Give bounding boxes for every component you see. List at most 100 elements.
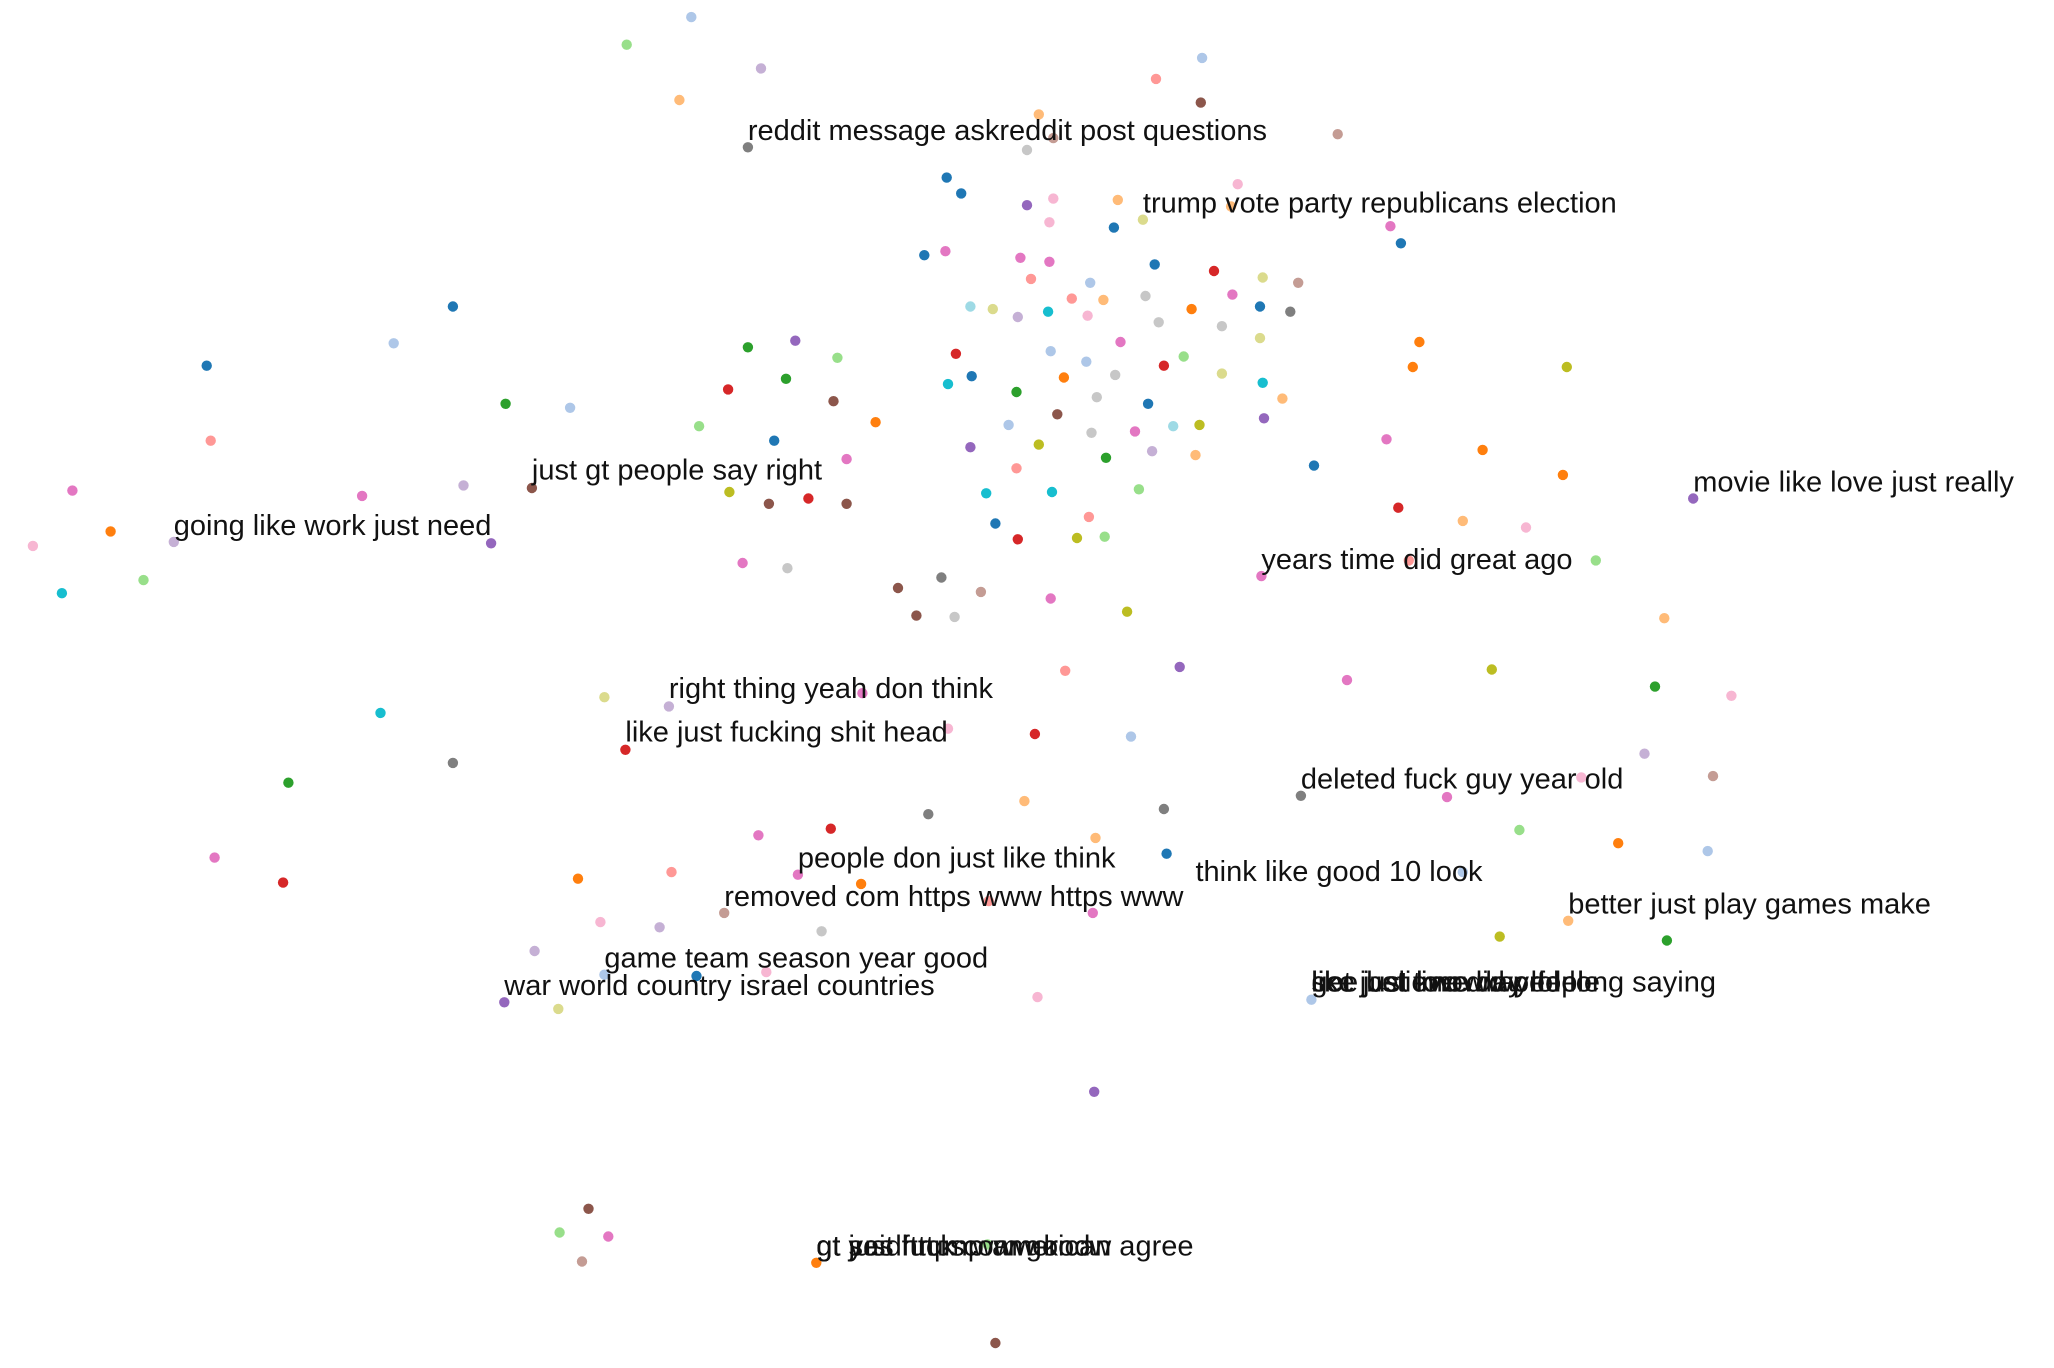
data-point (1277, 393, 1288, 404)
data-point (792, 869, 804, 880)
cluster-label: gt yes fuck com good (816, 1231, 1090, 1263)
data-point (966, 371, 977, 382)
data-point (1046, 486, 1058, 498)
data-point (388, 338, 399, 349)
data-point (919, 250, 930, 261)
data-point (1086, 427, 1097, 438)
data-point (1208, 265, 1220, 277)
data-point (803, 493, 814, 504)
data-point (1227, 289, 1238, 300)
data-point (1149, 259, 1160, 270)
data-point (686, 11, 697, 23)
data-point (1133, 484, 1145, 495)
data-point (1082, 310, 1093, 321)
data-point (674, 94, 685, 106)
data-point (1174, 661, 1185, 673)
data-point (1012, 311, 1023, 323)
cluster-label: like just know world long saying (1311, 966, 1716, 998)
data-point (1098, 294, 1109, 306)
data-point (1477, 444, 1488, 456)
cluster-label: deleted fuck guy year old (1301, 764, 1623, 796)
data-point (1639, 748, 1650, 759)
data-point (942, 723, 954, 734)
data-point (1457, 866, 1469, 878)
cluster-label: war world country israel countries (503, 970, 934, 1002)
data-point (138, 574, 149, 586)
data-point (209, 852, 220, 863)
data-point (1029, 728, 1041, 740)
data-point (1254, 332, 1266, 344)
data-point (1045, 593, 1056, 604)
data-point (500, 398, 511, 409)
data-point (168, 536, 179, 548)
data-point (1045, 346, 1056, 357)
data-point (1393, 502, 1404, 513)
data-point (1066, 293, 1078, 304)
data-point (283, 777, 294, 788)
data-point (1308, 460, 1320, 471)
data-point (742, 142, 754, 153)
data-point (458, 480, 469, 491)
data-point (942, 378, 954, 390)
data-point (1044, 217, 1055, 228)
data-point (987, 303, 998, 315)
data-point (1590, 555, 1602, 566)
data-point (782, 563, 793, 574)
data-point (554, 1227, 565, 1238)
data-point (583, 1203, 594, 1215)
data-point (855, 878, 867, 890)
data-point (621, 39, 632, 50)
points-layer (27, 11, 1737, 1349)
data-point (666, 866, 677, 878)
data-point (1044, 256, 1055, 267)
data-point (1071, 532, 1083, 544)
data-point (1661, 935, 1673, 946)
data-point (1140, 290, 1151, 302)
data-point (828, 396, 839, 407)
data-point (936, 572, 947, 583)
cluster-label: gt said trump american agree (816, 1231, 1193, 1263)
cluster-label: see believe did people (1311, 966, 1600, 998)
data-point (1042, 306, 1054, 317)
data-point (990, 1337, 1001, 1349)
data-point (1060, 665, 1071, 676)
data-point (1099, 531, 1110, 542)
cluster-label: years time did great ago (1261, 544, 1572, 576)
data-point (1150, 73, 1162, 85)
data-point (564, 402, 576, 413)
data-point (1341, 674, 1353, 686)
data-point (737, 557, 748, 569)
data-point (572, 873, 584, 884)
data-point (965, 301, 976, 312)
data-point (1168, 421, 1179, 432)
data-point (1021, 200, 1033, 211)
data-point (965, 442, 976, 453)
data-point (553, 1003, 564, 1015)
data-point (1702, 845, 1713, 857)
data-point (940, 246, 951, 257)
cluster-label: gt just https www know (816, 1231, 1112, 1263)
cluster-label: think like good 10 look (1196, 856, 1483, 888)
cluster-label: just gt people say right (531, 455, 822, 487)
data-point (811, 1257, 822, 1269)
data-point (526, 482, 538, 494)
data-point (763, 498, 775, 509)
data-point (599, 692, 610, 703)
cluster-label: removed com https www https www (724, 881, 1184, 913)
data-point (1414, 336, 1425, 348)
data-point (841, 498, 852, 509)
data-point (56, 588, 68, 599)
data-point (1115, 336, 1126, 348)
data-point (1003, 419, 1014, 431)
data-point (1285, 306, 1296, 317)
data-point (1257, 377, 1268, 388)
data-point (1395, 238, 1407, 249)
data-point (499, 997, 510, 1008)
data-point (1613, 838, 1624, 849)
data-point (620, 744, 631, 755)
data-point (1254, 301, 1266, 312)
data-point (1258, 413, 1270, 424)
data-point (599, 969, 610, 980)
data-point (1012, 534, 1023, 545)
